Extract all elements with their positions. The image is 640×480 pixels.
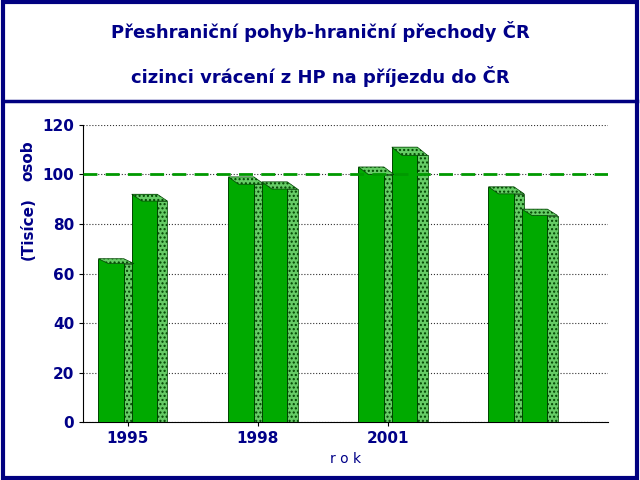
Bar: [547, 216, 557, 422]
Text: osob: osob: [20, 140, 36, 181]
Bar: [124, 264, 134, 422]
Polygon shape: [522, 209, 557, 216]
Polygon shape: [99, 259, 134, 264]
Polygon shape: [488, 187, 524, 194]
Bar: [392, 147, 417, 422]
Bar: [157, 201, 168, 422]
Bar: [99, 259, 124, 422]
Polygon shape: [132, 194, 168, 201]
Bar: [514, 194, 524, 422]
Polygon shape: [358, 167, 394, 175]
Bar: [417, 156, 428, 422]
Bar: [228, 177, 254, 422]
Bar: [287, 189, 298, 422]
Bar: [488, 187, 514, 422]
Bar: [522, 209, 547, 422]
Polygon shape: [392, 147, 428, 156]
Polygon shape: [228, 177, 264, 184]
Polygon shape: [262, 182, 298, 189]
Bar: [132, 194, 157, 422]
Bar: [254, 184, 264, 422]
Bar: [358, 167, 384, 422]
X-axis label: r o k: r o k: [330, 452, 361, 466]
Text: Přeshraniční pohyb-hraniční přechody ČR: Přeshraniční pohyb-hraniční přechody ČR: [111, 21, 529, 42]
Text: cizinci vrácení z HP na příjezdu do ČR: cizinci vrácení z HP na příjezdu do ČR: [131, 66, 509, 87]
Bar: [384, 175, 394, 422]
Text: (Tisíce): (Tisíce): [20, 198, 36, 260]
Bar: [262, 182, 287, 422]
